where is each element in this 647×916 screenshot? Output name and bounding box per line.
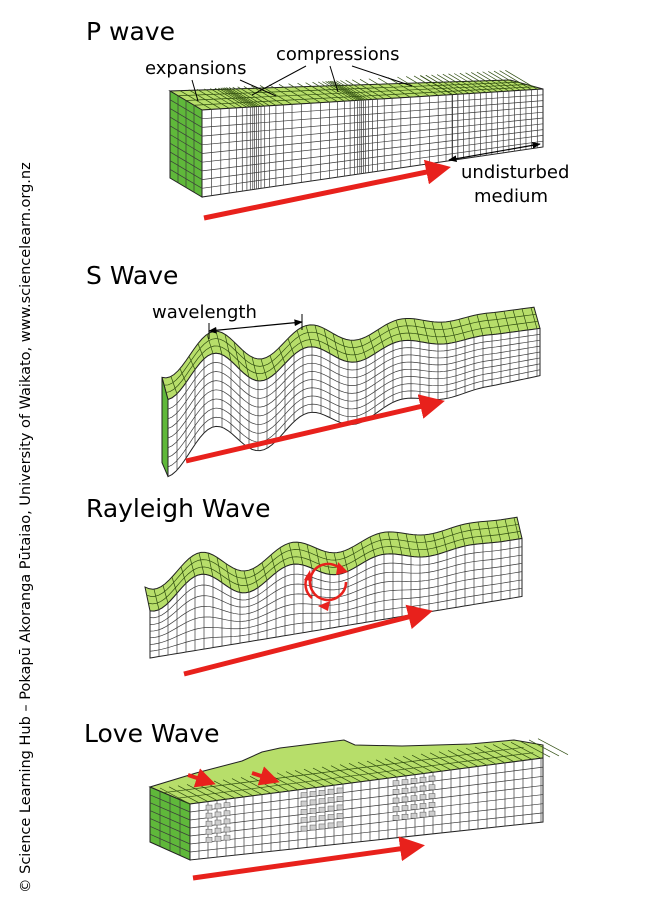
- love-wave-arrow: [192, 836, 425, 881]
- p-wave-block: [168, 70, 544, 198]
- wavelength-span-arrow: [208, 319, 303, 334]
- undisturbed-span-arrow: [448, 141, 541, 163]
- love-wave-panel: Love Wave: [84, 719, 569, 881]
- s-wave-title: S Wave: [86, 261, 178, 290]
- p-wave-arrow: [203, 159, 451, 221]
- compressions-leader-3: [351, 65, 413, 87]
- expansions-leader-2: [239, 79, 277, 97]
- compressions-leader-1: [251, 65, 307, 96]
- s-wave-panel: S Wave wavelength: [86, 261, 541, 478]
- love-wave-block: [148, 738, 569, 861]
- undisturbed-label-line-1: undisturbed: [461, 162, 569, 183]
- undisturbed-label-line-2: medium: [474, 186, 548, 207]
- compressions-label: compressions: [276, 44, 400, 65]
- love-wave-title: Love Wave: [84, 719, 220, 748]
- expansions-label: expansions: [145, 58, 246, 79]
- rayleigh-wave-title: Rayleigh Wave: [86, 494, 271, 523]
- rayleigh-wave-panel: Rayleigh Wave: [86, 494, 523, 677]
- shear-motion-arrows: [187, 766, 280, 788]
- expansions-leader-1: [191, 79, 199, 102]
- s-wave-arrow: [185, 394, 445, 464]
- s-wave-block: [161, 306, 541, 478]
- p-wave-title: P wave: [86, 17, 175, 46]
- credit-text: © Science Learning Hub – Pokapū Akoranga…: [18, 162, 34, 893]
- wavelength-label: wavelength: [152, 302, 257, 323]
- compressions-leader-2: [329, 65, 339, 93]
- particle-motion-circle: [304, 562, 348, 611]
- rayleigh-wave-arrow: [183, 604, 433, 677]
- p-wave-panel: P wave expansions compressions undisturb…: [86, 17, 569, 221]
